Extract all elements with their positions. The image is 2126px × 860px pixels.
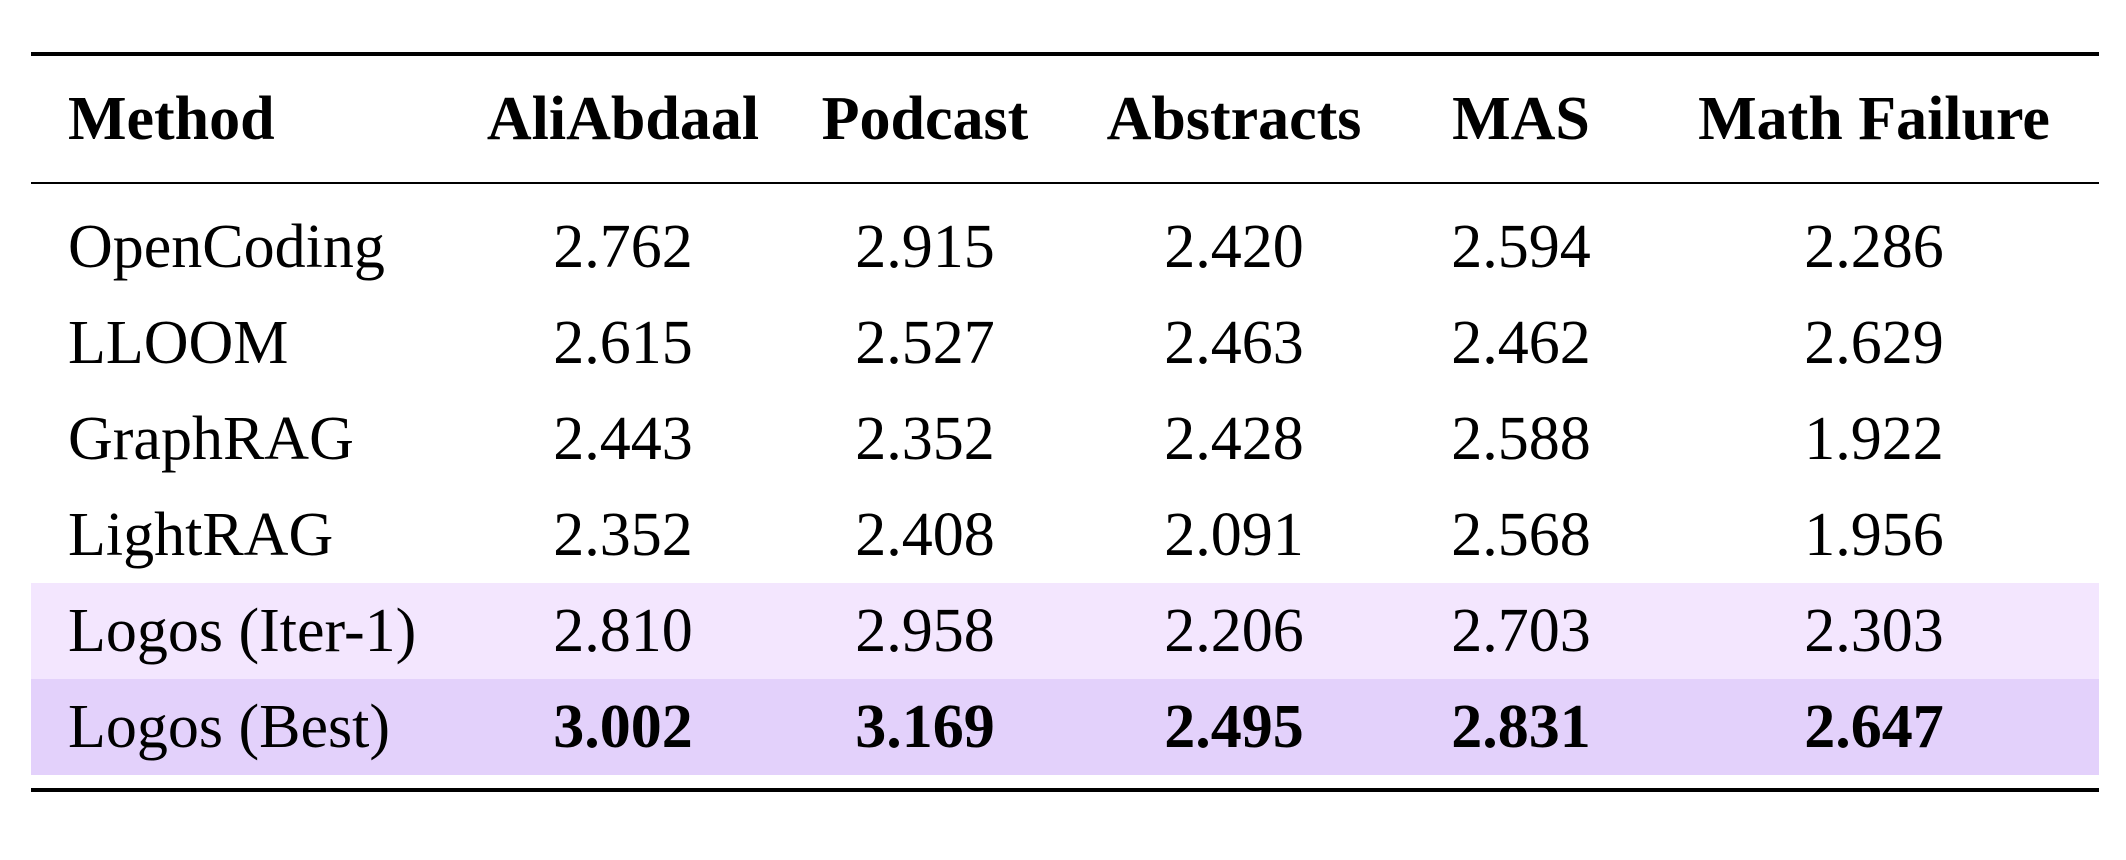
- value-cell-best: 3.002: [471, 679, 775, 775]
- value-cell: 2.958: [775, 583, 1075, 679]
- method-cell: Logos (Iter-1): [31, 583, 471, 679]
- top-rule: [31, 52, 2099, 56]
- method-cell: Logos (Best): [31, 679, 471, 775]
- table-row-graphrag: GraphRAG 2.443 2.352 2.428 2.588 1.922: [31, 391, 2099, 487]
- value-cell: 2.408: [855, 501, 995, 569]
- value-cell: 2.428: [1164, 405, 1304, 473]
- header-math-failure: Math Failure: [1698, 85, 2050, 153]
- value-cell: 2.915: [855, 213, 995, 281]
- value-cell: 2.629: [1804, 309, 1944, 377]
- value-cell-best: 2.495: [1075, 679, 1393, 775]
- method-cell: LightRAG: [68, 501, 334, 569]
- value-cell: 2.762: [553, 213, 693, 281]
- value-cell: 2.286: [1804, 213, 1944, 281]
- value-cell: 2.462: [1451, 309, 1591, 377]
- method-cell: LLOOM: [68, 309, 289, 377]
- value-cell: 2.206: [1075, 583, 1393, 679]
- value-cell: 2.594: [1451, 213, 1591, 281]
- table-row-lloom: LLOOM 2.615 2.527 2.463 2.462 2.629: [31, 295, 2099, 391]
- table-row-lightrag: LightRAG 2.352 2.408 2.091 2.568 1.956: [31, 487, 2099, 583]
- value-cell: 1.922: [1804, 405, 1944, 473]
- value-cell: 2.703: [1393, 583, 1649, 679]
- table-row-logos-iter-1: Logos (Iter-1) 2.810 2.958 2.206 2.703 2…: [31, 583, 2099, 679]
- results-grid: Method AliAbdaal Podcast Abstracts MAS M…: [31, 56, 2099, 182]
- value-cell: 2.352: [855, 405, 995, 473]
- value-cell-best: 2.831: [1393, 679, 1649, 775]
- value-cell: 2.303: [1649, 583, 2099, 679]
- value-cell: 2.588: [1451, 405, 1591, 473]
- header-method: Method: [68, 85, 275, 153]
- value-cell: 2.568: [1451, 501, 1591, 569]
- value-cell: 2.810: [471, 583, 775, 679]
- value-cell: 2.615: [553, 309, 693, 377]
- bottom-rule: [31, 788, 2099, 792]
- value-cell: 2.527: [855, 309, 995, 377]
- header-row: Method AliAbdaal Podcast Abstracts MAS M…: [31, 56, 2099, 182]
- header-mas: MAS: [1452, 85, 1590, 153]
- value-cell: 1.956: [1804, 501, 1944, 569]
- table-row-logos-best: Logos (Best) 3.002 3.169 2.495 2.831 2.6…: [31, 679, 2099, 775]
- method-cell: OpenCoding: [68, 213, 385, 281]
- value-cell: 2.463: [1164, 309, 1304, 377]
- value-cell: 2.443: [553, 405, 693, 473]
- value-cell: 2.352: [553, 501, 693, 569]
- header-abstracts: Abstracts: [1106, 85, 1362, 153]
- header-rule: [31, 182, 2099, 184]
- results-body: OpenCoding 2.762 2.915 2.420 2.594 2.286…: [31, 184, 2099, 775]
- results-table: Method AliAbdaal Podcast Abstracts MAS M…: [31, 52, 2099, 792]
- table-row-opencoding: OpenCoding 2.762 2.915 2.420 2.594 2.286: [31, 199, 2099, 295]
- value-cell: 2.091: [1164, 501, 1304, 569]
- value-cell-best: 3.169: [775, 679, 1075, 775]
- header-aliabdaal: AliAbdaal: [486, 85, 760, 153]
- method-cell: GraphRAG: [68, 405, 354, 473]
- value-cell: 2.420: [1164, 213, 1304, 281]
- header-podcast: Podcast: [821, 85, 1029, 153]
- value-cell-best: 2.647: [1649, 679, 2099, 775]
